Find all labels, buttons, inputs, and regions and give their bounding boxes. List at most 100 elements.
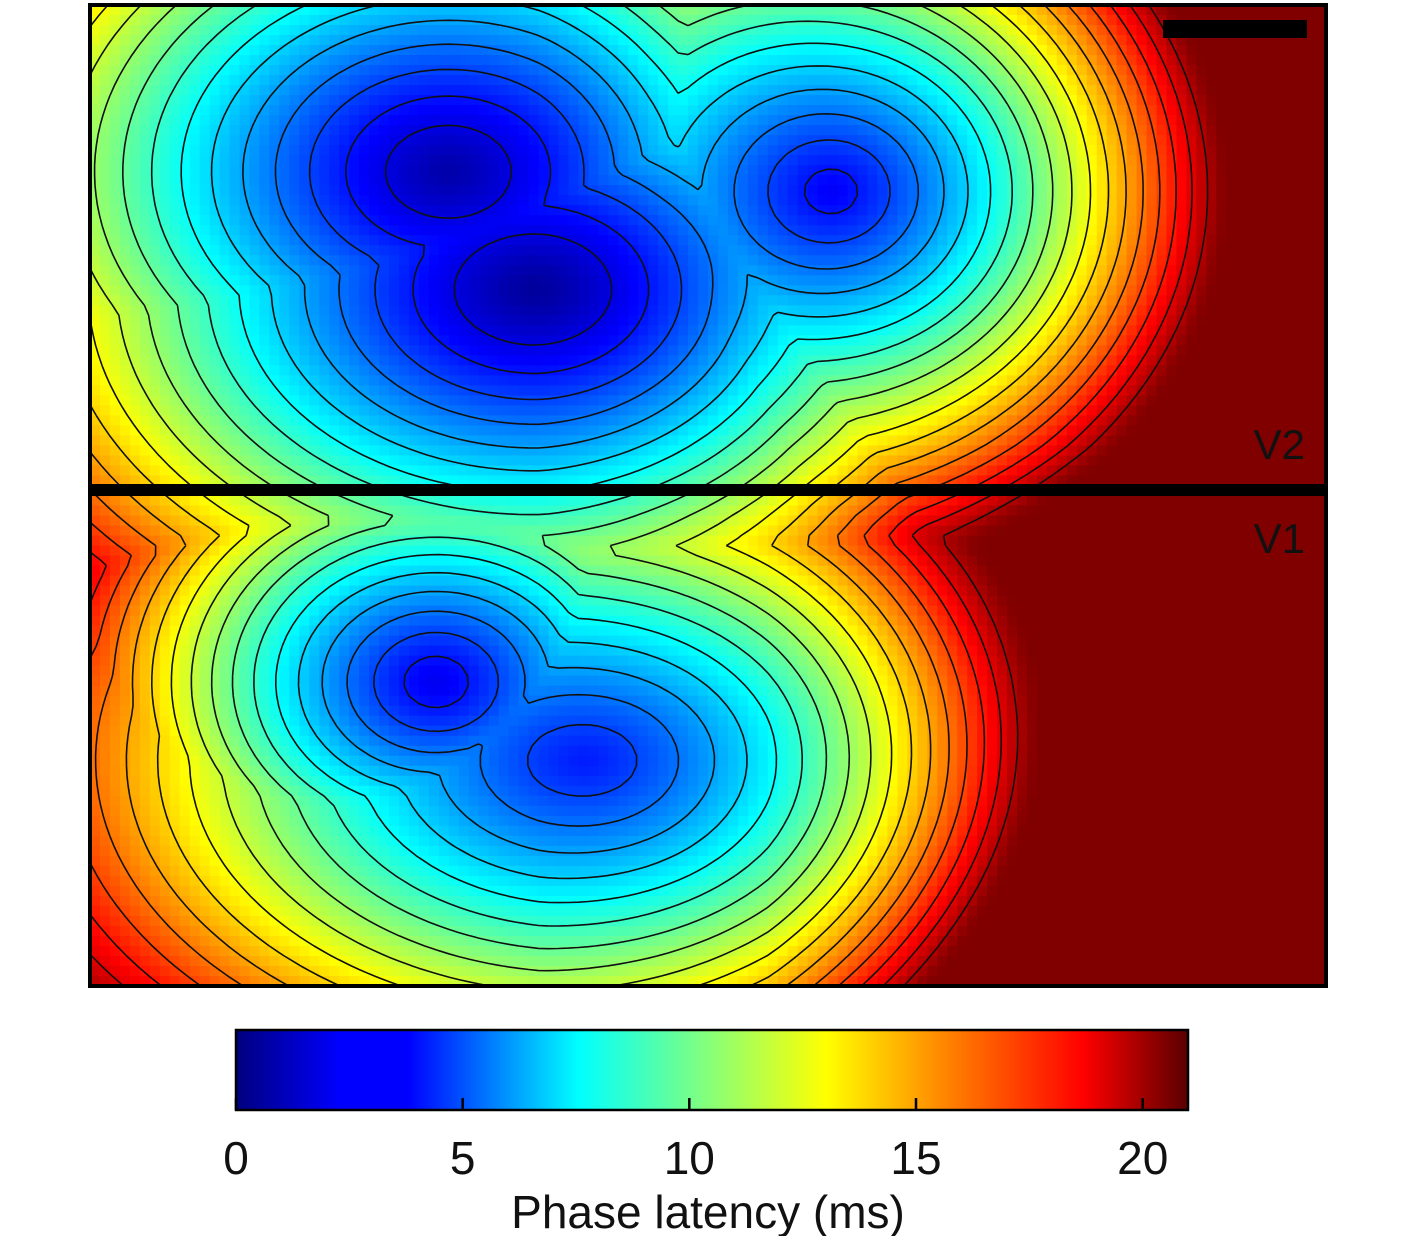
heatmap-cell: [688, 345, 699, 356]
heatmap-cell: [488, 355, 500, 366]
heatmap-cell: [109, 35, 121, 46]
heatmap-cell: [1166, 55, 1178, 66]
heatmap-cell: [777, 15, 789, 26]
heatmap-cell: [727, 345, 739, 356]
heatmap-cell: [129, 185, 141, 196]
heatmap-cell: [638, 145, 649, 156]
heatmap-cell: [698, 175, 709, 186]
heatmap-cell: [1186, 385, 1198, 396]
heatmap-cell: [1196, 225, 1207, 236]
heatmap-cell: [1106, 95, 1118, 106]
heatmap-cell: [568, 65, 580, 76]
heatmap-cell: [289, 165, 300, 176]
heatmap-cell: [897, 95, 908, 106]
heatmap-cell: [369, 235, 380, 246]
heatmap-cell: [688, 145, 699, 156]
heatmap-cell: [319, 215, 330, 226]
heatmap-cell: [399, 375, 410, 386]
heatmap-cell: [1306, 325, 1317, 336]
heatmap-cell: [628, 105, 639, 116]
heatmap-cell: [678, 185, 689, 196]
heatmap-cell: [458, 105, 470, 116]
heatmap-cell: [319, 165, 330, 176]
heatmap-cell: [837, 275, 849, 286]
heatmap-cell: [259, 65, 271, 76]
heatmap-cell: [1146, 315, 1158, 326]
heatmap-cell: [1316, 35, 1326, 46]
heatmap-cell: [1056, 285, 1068, 296]
heatmap-cell: [339, 345, 350, 356]
heatmap-cell: [478, 305, 490, 316]
heatmap-cell: [857, 225, 869, 236]
heatmap-cell: [568, 345, 580, 356]
heatmap-cell: [678, 295, 689, 306]
heatmap-cell: [149, 175, 161, 186]
heatmap-cell: [837, 325, 849, 336]
heatmap-cell: [209, 245, 221, 256]
heatmap-cell: [1026, 85, 1038, 96]
heatmap-cell: [598, 245, 609, 256]
heatmap-cell: [1066, 125, 1078, 136]
heatmap-cell: [1286, 195, 1297, 206]
heatmap-cell: [508, 205, 520, 216]
heatmap-cell: [1176, 55, 1188, 66]
heatmap-cell: [1106, 375, 1118, 386]
heatmap-cell: [229, 195, 241, 206]
heatmap-cell: [648, 185, 659, 196]
heatmap-cell: [817, 215, 829, 226]
heatmap-cell: [787, 15, 799, 26]
heatmap-cell: [1266, 125, 1277, 136]
heatmap-cell: [638, 255, 649, 266]
heatmap-cell: [448, 335, 460, 346]
heatmap-cell: [638, 65, 649, 76]
heatmap-cell: [339, 45, 350, 56]
heatmap-cell: [319, 355, 330, 366]
heatmap-cell: [817, 335, 829, 346]
heatmap-cell: [558, 325, 570, 336]
heatmap-cell: [90, 355, 101, 366]
heatmap-cell: [159, 395, 171, 407]
heatmap-cell: [817, 315, 829, 326]
heatmap-cell: [717, 35, 729, 46]
heatmap-cell: [418, 255, 430, 266]
heatmap-cell: [817, 5, 829, 16]
heatmap-cell: [897, 265, 908, 276]
heatmap-cell: [448, 65, 460, 76]
heatmap-cell: [1086, 215, 1098, 226]
heatmap-cell: [299, 255, 310, 266]
heatmap-cell: [389, 15, 400, 26]
heatmap-cell: [578, 275, 589, 286]
heatmap-cell: [1286, 345, 1297, 356]
heatmap-cell: [1086, 375, 1098, 386]
heatmap-cell: [389, 105, 400, 116]
heatmap-cell: [698, 125, 709, 136]
heatmap-cell: [897, 295, 908, 306]
heatmap-cell: [119, 375, 131, 386]
heatmap-cell: [1286, 325, 1297, 336]
heatmap-cell: [1086, 235, 1098, 246]
heatmap-cell: [747, 265, 759, 276]
heatmap-cell: [418, 15, 430, 26]
heatmap-cell: [119, 75, 131, 86]
heatmap-cell: [618, 65, 629, 76]
heatmap-cell: [1166, 155, 1178, 166]
heatmap-cell: [827, 145, 839, 156]
heatmap-cell: [907, 55, 918, 66]
heatmap-cell: [1316, 395, 1326, 407]
heatmap-cell: [987, 85, 998, 96]
heatmap-cell: [478, 25, 490, 36]
heatmap-cell: [518, 335, 530, 346]
heatmap-cell: [1246, 345, 1257, 356]
heatmap-cell: [1086, 325, 1098, 336]
heatmap-cell: [1306, 165, 1317, 176]
heatmap-cell: [508, 345, 520, 356]
heatmap-cell: [1126, 95, 1138, 106]
heatmap-cell: [279, 55, 290, 66]
heatmap-cell: [229, 325, 241, 336]
heatmap-cell: [478, 365, 490, 376]
heatmap-cell: [558, 285, 570, 296]
heatmap-cell: [777, 215, 789, 226]
heatmap-cell: [857, 285, 869, 296]
heatmap-cell: [1036, 65, 1048, 76]
heatmap-cell: [498, 215, 510, 226]
